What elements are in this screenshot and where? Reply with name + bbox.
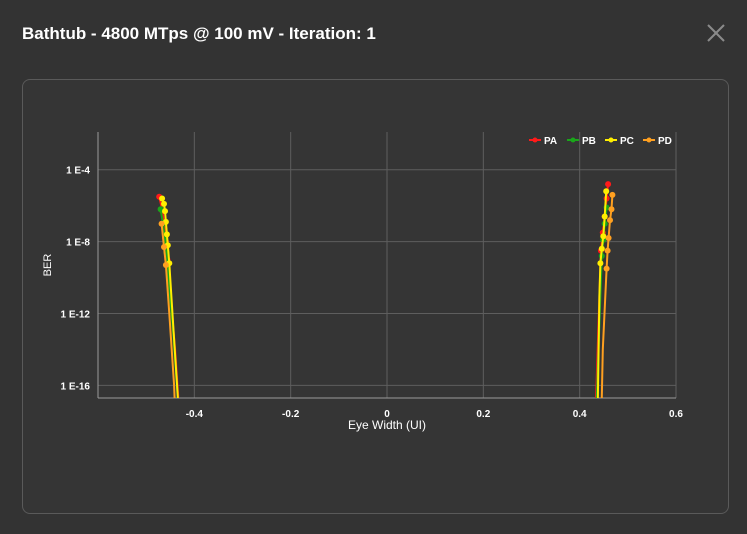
data-point-pc xyxy=(161,200,167,207)
y-tick-label: 1 E-16 xyxy=(61,381,91,392)
dialog-title: Bathtub - 4800 MTps @ 100 mV - Iteration… xyxy=(22,24,376,43)
close-icon[interactable] xyxy=(705,22,727,44)
data-point-pd xyxy=(603,265,610,272)
data-point-pc xyxy=(600,233,607,240)
data-point-pc xyxy=(603,188,610,195)
legend-label-pb: PB xyxy=(582,136,596,147)
data-point-pc xyxy=(163,231,170,238)
y-tick-label: 1 E-8 xyxy=(66,238,90,249)
legend-marker-pd xyxy=(646,137,652,143)
data-point-pa xyxy=(605,181,612,188)
y-tick-label: 1 E-12 xyxy=(61,310,91,321)
data-point-pd xyxy=(158,220,165,227)
data-point-pd xyxy=(604,247,611,254)
data-point-pc xyxy=(159,195,166,202)
legend-label-pa: PA xyxy=(544,136,557,147)
data-point-pc xyxy=(601,213,608,220)
grid xyxy=(98,132,677,398)
axes: -0.4 -0.2 0 0.2 0.4 0.6 1 E-4 1 E-8 1 E-12 1 E-16 xyxy=(61,132,683,420)
data-point-pd xyxy=(605,235,612,241)
chart-panel xyxy=(22,79,729,514)
data-point-pd xyxy=(607,217,613,224)
series-layer xyxy=(156,181,616,398)
data-point-pd xyxy=(161,244,167,250)
legend: PA PB PC PD xyxy=(529,136,672,147)
legend-marker-pa xyxy=(532,137,538,143)
x-tick-label: -0.2 xyxy=(282,409,300,420)
legend-marker-pc xyxy=(608,137,614,143)
data-point-pd xyxy=(609,191,616,198)
legend-label-pd: PD xyxy=(658,136,672,147)
x-axis-title: Eye Width (UI) xyxy=(348,418,426,432)
data-point-pc xyxy=(162,208,168,215)
close-icon-stroke-b xyxy=(707,24,725,42)
series-line-pd-left xyxy=(160,223,176,398)
y-tick-label: 1 E-4 xyxy=(66,166,90,177)
y-axis-title: BER xyxy=(42,254,54,277)
data-point-pc xyxy=(598,245,605,252)
x-tick-label: 0.4 xyxy=(573,409,587,420)
data-point-pd xyxy=(608,206,615,213)
x-tick-label: 0.2 xyxy=(476,409,490,420)
x-tick-label: 0 xyxy=(384,409,390,420)
data-point-pc xyxy=(597,260,604,267)
x-tick-label: 0.6 xyxy=(669,409,683,420)
legend-marker-pb xyxy=(570,137,576,143)
data-point-pd xyxy=(162,262,169,268)
legend-label-pc: PC xyxy=(620,136,634,147)
x-tick-label: -0.4 xyxy=(186,409,204,420)
